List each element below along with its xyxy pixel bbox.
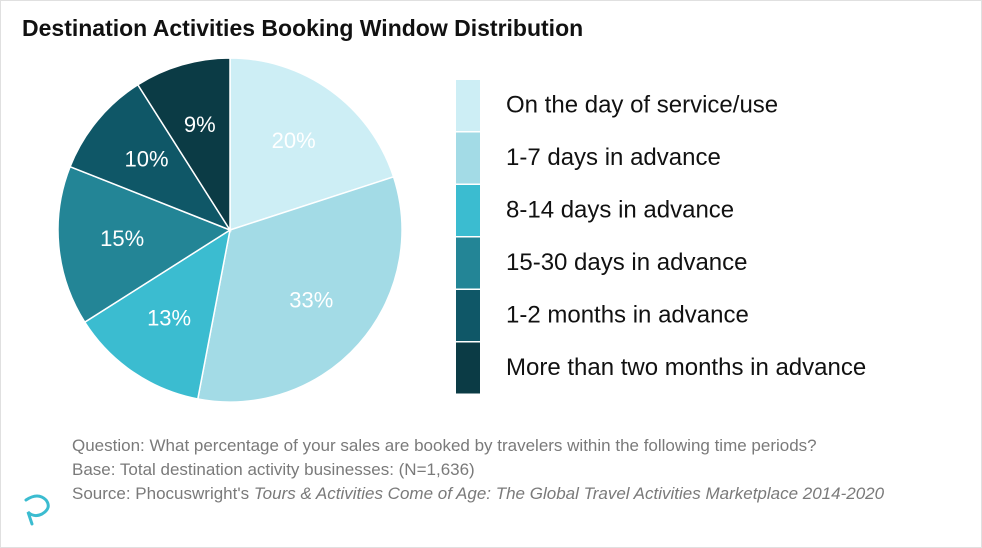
pie-slice: [136, 57, 231, 233]
pie-slice: [69, 83, 232, 232]
legend-swatch: [456, 342, 480, 394]
legend-swatch: [456, 185, 480, 236]
legend-swatch: [456, 132, 480, 184]
pie-slice: [229, 57, 395, 232]
source-title: Tours & Activities Come of Age: The Glob…: [253, 484, 885, 503]
question-note: Question: What percentage of your sales …: [72, 436, 817, 455]
legend-swatch: [456, 290, 480, 341]
legend-swatch: [456, 80, 480, 131]
data-label: 9%: [184, 112, 216, 137]
pie-slice: [196, 175, 403, 403]
base-note: Base: Total destination activity busines…: [72, 460, 475, 479]
legend-label: 15-30 days in advance: [506, 249, 748, 276]
notes: Question: What percentage of your sales …: [72, 434, 977, 506]
legend-label: 1-7 days in advance: [506, 144, 721, 171]
pie-slice: [57, 165, 232, 324]
data-label: 13%: [147, 305, 191, 330]
data-label: 33%: [289, 287, 333, 312]
legend-label: 8-14 days in advance: [506, 197, 734, 224]
pie-slice: [83, 228, 232, 400]
legend-label: On the day of service/use: [506, 92, 778, 119]
legend-swatch: [456, 237, 480, 289]
data-label: 15%: [100, 226, 144, 251]
source-note: Source: Phocuswright's Tours & Activitie…: [72, 482, 977, 506]
legend-label: 1-2 months in advance: [506, 302, 749, 329]
data-label: 10%: [124, 147, 168, 172]
source-label: Source: Phocuswright's: [72, 484, 250, 503]
chart-title: Destination Activities Booking Window Di…: [22, 15, 583, 41]
logo: [24, 494, 50, 526]
data-label: 20%: [272, 128, 316, 153]
legend-label: More than two months in advance: [506, 354, 866, 381]
